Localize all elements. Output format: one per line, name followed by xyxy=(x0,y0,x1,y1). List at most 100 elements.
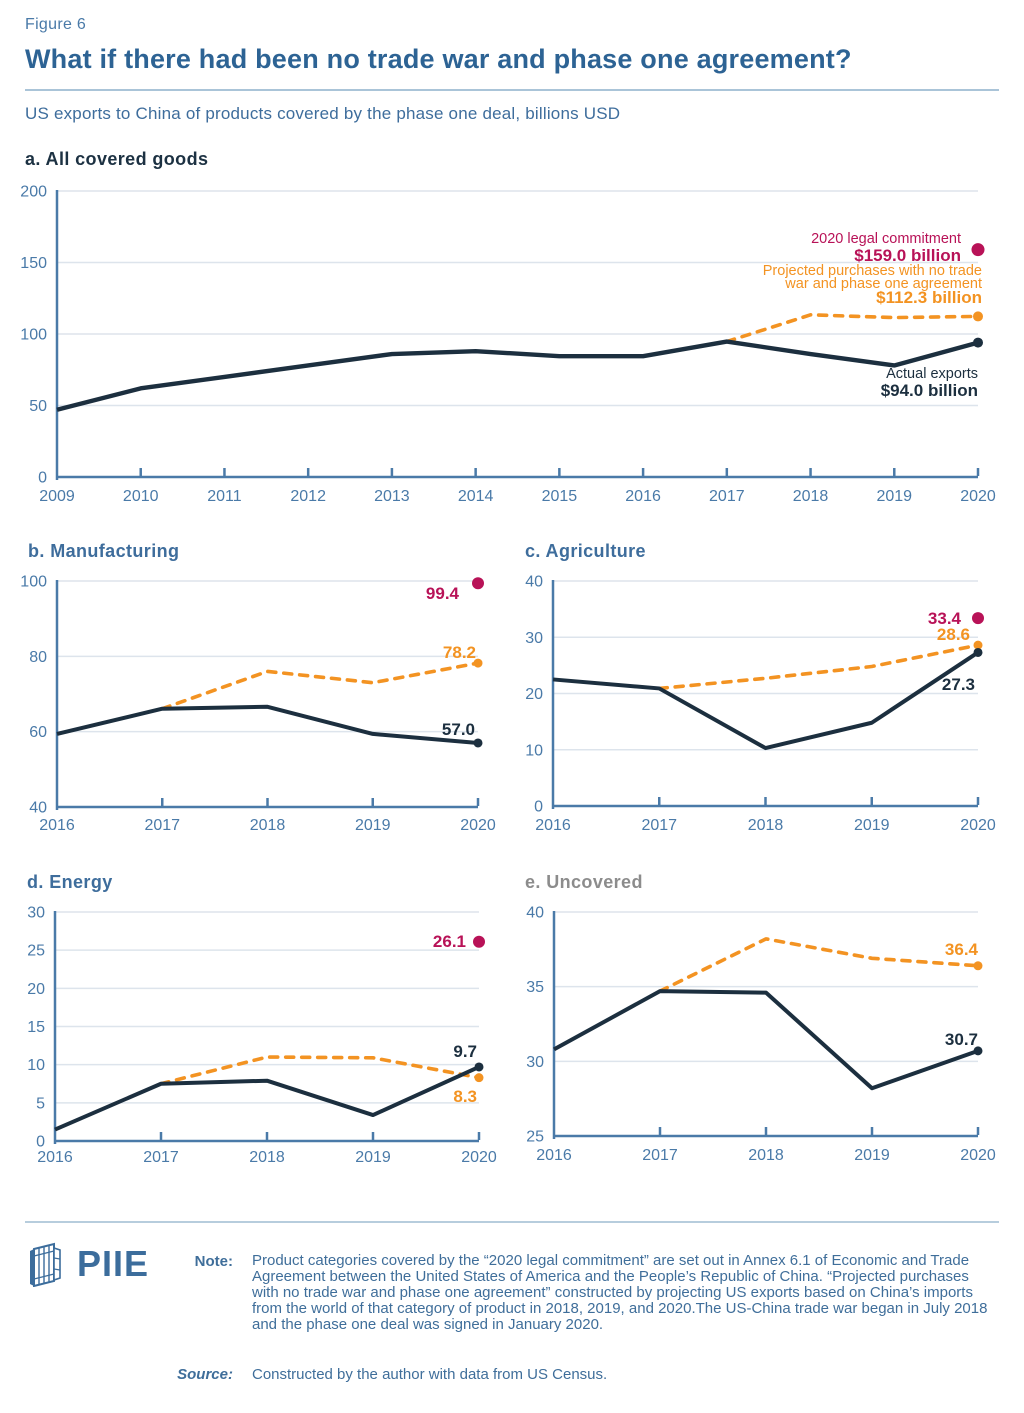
x-tick-label: 2020 xyxy=(960,817,996,834)
y-tick-label: 60 xyxy=(29,724,47,741)
commitment-dot xyxy=(472,577,484,590)
chart-manufacturing: 2016 2017 2018 2019 2020 40 60 80 100 99.4 78.2 57.… xyxy=(20,574,496,835)
label-actual: 57.0 xyxy=(442,720,475,739)
actual-line xyxy=(56,339,979,412)
label-actual: 9.7 xyxy=(453,1042,477,1061)
actual-endpoint-dot xyxy=(973,337,983,348)
x-tick-label: 2020 xyxy=(960,1147,996,1164)
y-tick-label: 40 xyxy=(526,905,544,922)
footer-divider xyxy=(25,1221,999,1223)
y-tick-label: 20 xyxy=(27,981,45,998)
y-tick-label: 0 xyxy=(36,1134,45,1151)
projected-endpoint-dot xyxy=(973,311,983,322)
label-actual: 30.7 xyxy=(945,1030,978,1049)
y-tick-label: 15 xyxy=(27,1019,45,1036)
panel-title-energy: d. Energy xyxy=(27,872,113,892)
actual-endpoint-dot xyxy=(973,647,983,657)
y-tick-label: 35 xyxy=(526,979,544,996)
y-tick-label: 25 xyxy=(27,943,45,960)
projected-line xyxy=(657,643,980,691)
x-tick-label: 2019 xyxy=(876,488,912,505)
title-divider xyxy=(25,89,999,91)
x-tick-label: 2016 xyxy=(625,488,661,505)
piie-logo: PIIE xyxy=(26,1241,149,1287)
label-projected: 78.2 xyxy=(443,643,476,662)
y-tick-label: 30 xyxy=(526,1054,544,1071)
chart-all-covered-goods: 2009 2010 2011 2012 2013 2014 2015 2016 2017 2018… xyxy=(20,184,996,506)
actual-endpoint-dot xyxy=(474,1062,484,1072)
chart-uncovered: 2016 2017 2018 2019 2020 25 30 35 40 36.4 30.7 xyxy=(526,905,996,1165)
x-tick-label: 2020 xyxy=(960,488,996,505)
piie-building-icon xyxy=(30,1242,61,1287)
x-tick-label: 2020 xyxy=(461,1149,497,1166)
y-tick-label: 10 xyxy=(525,742,543,759)
panel-title-all-covered-goods: a. All covered goods xyxy=(25,149,209,169)
actual-endpoint-dot xyxy=(973,1046,983,1056)
x-tick-label: 2018 xyxy=(748,817,784,834)
label-commitment: 2020 legal commitment xyxy=(811,231,961,247)
x-tick-label: 2020 xyxy=(460,817,496,834)
x-tick-label: 2017 xyxy=(641,817,677,834)
y-tick-label: 150 xyxy=(20,255,47,272)
y-tick-label: 100 xyxy=(20,574,47,591)
source-text: Constructed by the author with data from… xyxy=(252,1366,608,1383)
note-text: Product categories covered by the “2020 … xyxy=(252,1252,988,1333)
projected-line xyxy=(658,937,980,993)
y-tick-label: 0 xyxy=(38,470,47,487)
figure-number: Figure 6 xyxy=(25,16,87,33)
y-tick-label: 0 xyxy=(534,799,543,816)
label-projected: 8.3 xyxy=(453,1087,477,1106)
x-tick-label: 2017 xyxy=(144,817,180,834)
y-tick-label: 100 xyxy=(20,327,47,344)
x-tick-label: 2016 xyxy=(536,1147,572,1164)
x-tick-label: 2009 xyxy=(39,488,75,505)
y-tick-label: 200 xyxy=(20,184,47,201)
x-tick-label: 2017 xyxy=(642,1147,678,1164)
y-tick-label: 25 xyxy=(526,1129,544,1146)
source-label: Source: xyxy=(177,1366,233,1383)
label-actual: 27.3 xyxy=(942,675,975,694)
actual-line xyxy=(56,704,479,745)
label-actual: $94.0 billion xyxy=(881,381,978,400)
label-commitment: 99.4 xyxy=(426,584,460,603)
projected-endpoint-dot xyxy=(973,640,983,650)
panel-title-agriculture: c. Agriculture xyxy=(525,541,646,561)
projected-line xyxy=(159,1055,481,1086)
x-tick-label: 2019 xyxy=(355,1149,391,1166)
x-tick-label: 2017 xyxy=(709,488,745,505)
y-tick-label: 40 xyxy=(525,574,543,591)
panel-title-uncovered: e. Uncovered xyxy=(525,872,643,892)
x-tick-label: 2016 xyxy=(39,817,75,834)
projected-endpoint-dot xyxy=(473,658,483,668)
chart-energy: 2016 2017 2018 2019 2020 0 5 10 15 20 25 30 26.1 8.3 9… xyxy=(27,905,497,1167)
x-tick-label: 2019 xyxy=(355,817,391,834)
label-projected: 36.4 xyxy=(945,940,979,959)
label-actual: Actual exports xyxy=(886,366,978,382)
commitment-dot xyxy=(473,935,485,948)
x-tick-label: 2016 xyxy=(535,817,571,834)
label-projected: war and phase one agreement xyxy=(784,276,982,292)
label-commitment: $159.0 billion xyxy=(854,246,961,265)
x-tick-label: 2016 xyxy=(37,1149,73,1166)
x-tick-label: 2019 xyxy=(854,1147,890,1164)
y-tick-label: 30 xyxy=(525,630,543,647)
projected-line xyxy=(725,313,980,344)
label-projected: Projected purchases with no trade xyxy=(763,263,982,279)
x-tick-label: 2018 xyxy=(249,1149,285,1166)
panel-title-manufacturing: b. Manufacturing xyxy=(28,541,180,561)
actual-endpoint-dot xyxy=(473,738,483,748)
x-tick-label: 2011 xyxy=(207,488,242,505)
y-tick-label: 50 xyxy=(29,398,47,415)
label-commitment: 33.4 xyxy=(928,609,962,628)
x-tick-label: 2012 xyxy=(290,488,326,505)
y-tick-label: 10 xyxy=(27,1057,45,1074)
x-tick-label: 2010 xyxy=(123,488,159,505)
piie-logo-text: PIIE xyxy=(77,1243,150,1284)
y-tick-label: 30 xyxy=(27,905,45,922)
figure-title: What if there had been no trade war and … xyxy=(25,44,852,74)
projected-endpoint-dot xyxy=(973,961,983,971)
label-commitment: 26.1 xyxy=(433,932,466,951)
projected-endpoint-dot xyxy=(474,1073,484,1083)
commitment-dot xyxy=(972,612,984,625)
actual-line xyxy=(54,1065,480,1132)
